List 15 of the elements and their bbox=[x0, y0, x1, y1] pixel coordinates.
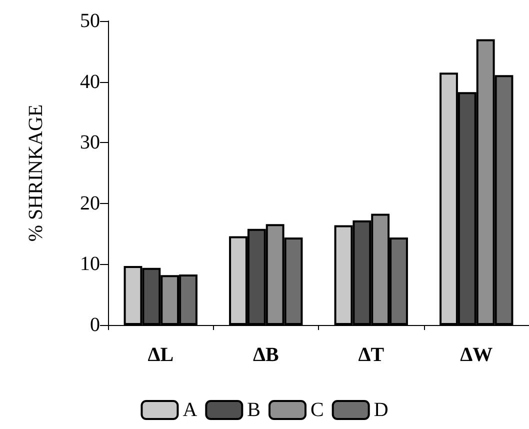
legend-label: C bbox=[310, 399, 324, 421]
legend-label: A bbox=[182, 399, 198, 421]
x-tick-label: ΔB bbox=[252, 344, 279, 366]
legend-label: D bbox=[374, 399, 388, 421]
y-axis-title: % SHRINKAGE bbox=[25, 104, 47, 242]
y-tick-label: 0 bbox=[90, 314, 100, 336]
x-tick-label: ΔL bbox=[148, 344, 174, 366]
legend-label: B bbox=[247, 399, 261, 421]
y-tick-label: 10 bbox=[80, 253, 100, 276]
y-tick-label: 50 bbox=[80, 10, 100, 32]
y-tick-label: 20 bbox=[80, 192, 100, 214]
x-tick-label: ΔT bbox=[358, 344, 385, 366]
x-tick-label: ΔW bbox=[460, 344, 493, 366]
y-tick-label: 30 bbox=[80, 132, 100, 154]
y-tick-label: 40 bbox=[80, 70, 100, 93]
